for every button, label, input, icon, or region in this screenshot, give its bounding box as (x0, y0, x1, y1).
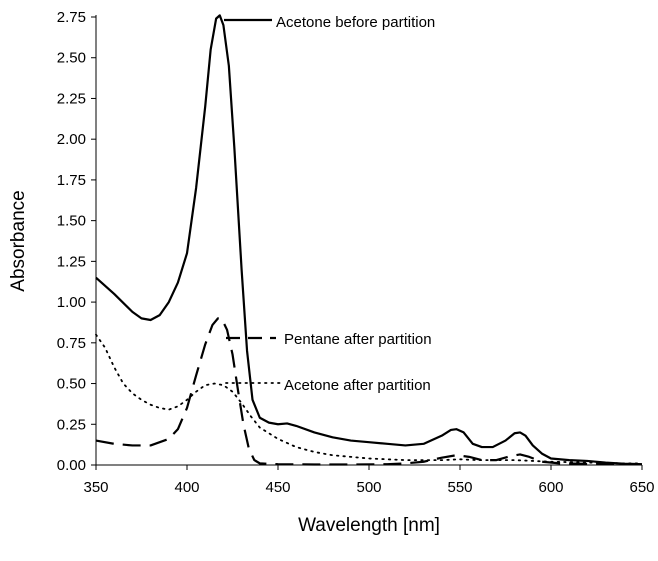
inline-legend: Acetone before partition Pentane after pa… (224, 14, 435, 394)
y-axis-title: Absorbance (8, 190, 29, 291)
y-tick-label: 1.75 (57, 172, 86, 189)
y-tick-label: 1.50 (57, 213, 86, 230)
y-tick-label: 0.25 (57, 416, 86, 433)
series-line-3 (95, 333, 643, 465)
legend-label-3: Acetone after partition (284, 377, 431, 394)
y-tick-label: 0.50 (57, 376, 86, 393)
x-tick-label: 600 (538, 479, 563, 496)
x-axis-title: Wavelength [nm] (298, 515, 440, 536)
x-tick-label: 400 (174, 479, 199, 496)
legend-label-2: Pentane after partition (284, 331, 432, 348)
y-tick-label: 1.25 (57, 253, 86, 270)
y-tick-label: 1.00 (57, 294, 86, 311)
series-line-2 (95, 317, 643, 466)
y-tick-label: 2.50 (57, 50, 86, 67)
y-tick-label: 2.25 (57, 90, 86, 107)
x-tick-label: 450 (265, 479, 290, 496)
x-tick-label: 650 (629, 479, 654, 496)
y-tick-label: 0.00 (57, 457, 86, 474)
axes: 350 400 450 500 550 600 650 0.00 0.25 0.50 0.75 1.0… (57, 9, 655, 496)
x-tick-label: 350 (83, 479, 108, 496)
series-line-1 (95, 14, 643, 466)
x-tick-label: 550 (447, 479, 472, 496)
y-tick-label: 0.75 (57, 335, 86, 352)
legend-label-1: Acetone before partition (276, 14, 435, 31)
y-tick-label: 2.75 (57, 9, 86, 26)
x-tick-label: 500 (356, 479, 381, 496)
series-layer (95, 14, 643, 466)
y-tick-label: 2.00 (57, 131, 86, 148)
